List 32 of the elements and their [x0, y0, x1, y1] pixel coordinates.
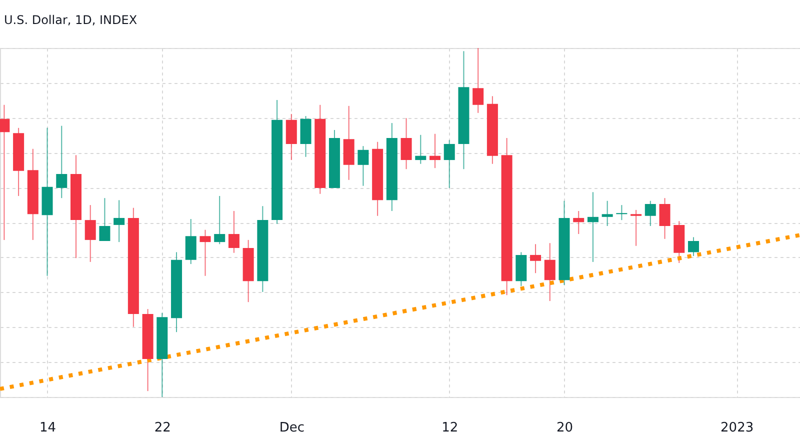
candlestick	[0, 104, 10, 240]
candlestick	[630, 209, 642, 246]
chart-title: U.S. Dollar, 1D, INDEX	[4, 13, 138, 27]
candlestick	[573, 210, 584, 235]
candlestick	[587, 192, 598, 262]
candlestick	[200, 229, 211, 276]
x-tick-label: 22	[154, 420, 171, 436]
candlestick	[358, 146, 369, 186]
candlestick	[56, 125, 68, 199]
candlestick	[214, 195, 226, 245]
candlestick	[616, 204, 628, 221]
candlestick	[644, 200, 656, 226]
candlestick	[228, 210, 240, 254]
x-tick-label: 12	[442, 420, 458, 436]
candlestick	[602, 200, 613, 226]
candlestick	[400, 118, 412, 170]
candlestick	[114, 200, 125, 243]
candlestick	[84, 204, 96, 262]
candlestick	[185, 218, 196, 265]
candlestick	[99, 198, 110, 242]
x-tick-label: 14	[39, 420, 56, 436]
candlestick	[544, 242, 556, 302]
x-tick-label: 20	[556, 420, 574, 436]
candlestick	[472, 48, 484, 114]
x-tick-label: 2023	[720, 420, 754, 436]
candlestick	[688, 236, 699, 257]
x-tick-label: Dec	[279, 420, 304, 436]
candlestick	[530, 244, 542, 274]
candlestick	[415, 134, 426, 164]
candlestick	[430, 133, 441, 169]
candlestick	[659, 198, 670, 240]
candlestick	[444, 140, 455, 188]
